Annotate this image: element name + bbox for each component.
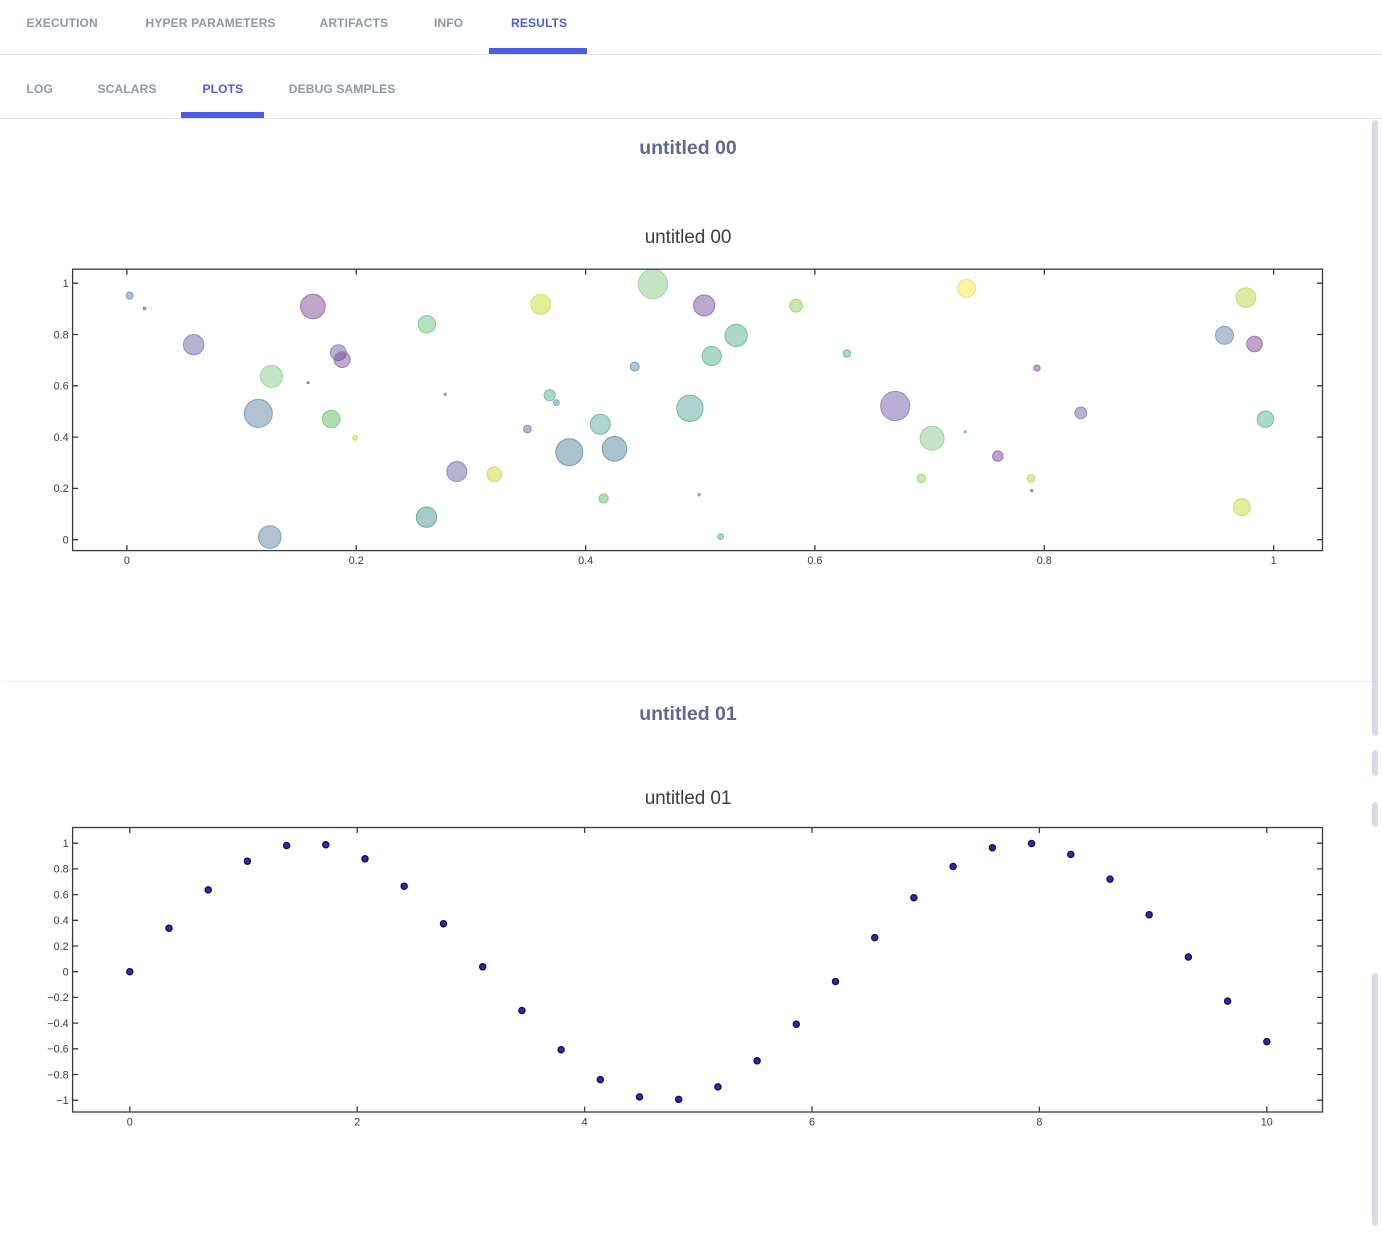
svg-text:0: 0 — [63, 535, 69, 547]
svg-text:1: 1 — [63, 278, 69, 290]
svg-text:−0.6: −0.6 — [47, 1044, 68, 1056]
svg-text:0.2: 0.2 — [349, 555, 364, 567]
svg-text:0.8: 0.8 — [54, 864, 69, 876]
svg-text:0.4: 0.4 — [54, 432, 69, 444]
svg-text:0.8: 0.8 — [1037, 555, 1052, 567]
svg-text:0: 0 — [124, 555, 130, 567]
svg-text:1: 1 — [63, 838, 69, 850]
svg-text:0.6: 0.6 — [807, 555, 822, 567]
svg-text:0.2: 0.2 — [54, 941, 69, 953]
svg-text:−0.8: −0.8 — [47, 1069, 68, 1081]
svg-text:−1: −1 — [56, 1095, 68, 1107]
svg-text:0: 0 — [63, 967, 69, 979]
svg-text:6: 6 — [809, 1117, 815, 1129]
svg-text:−0.4: −0.4 — [47, 1018, 68, 1030]
svg-text:0.2: 0.2 — [54, 483, 69, 495]
svg-text:8: 8 — [1036, 1117, 1042, 1129]
svg-text:0.8: 0.8 — [54, 329, 69, 341]
svg-text:4: 4 — [582, 1117, 588, 1129]
svg-text:10: 10 — [1261, 1117, 1273, 1129]
svg-text:0.6: 0.6 — [54, 381, 69, 393]
svg-text:0.4: 0.4 — [578, 555, 593, 567]
svg-text:1: 1 — [1271, 555, 1277, 567]
svg-text:0: 0 — [127, 1117, 133, 1129]
svg-text:0.6: 0.6 — [54, 889, 69, 901]
svg-text:2: 2 — [354, 1117, 360, 1129]
svg-text:−0.2: −0.2 — [47, 992, 68, 1004]
svg-text:0.4: 0.4 — [54, 915, 69, 927]
